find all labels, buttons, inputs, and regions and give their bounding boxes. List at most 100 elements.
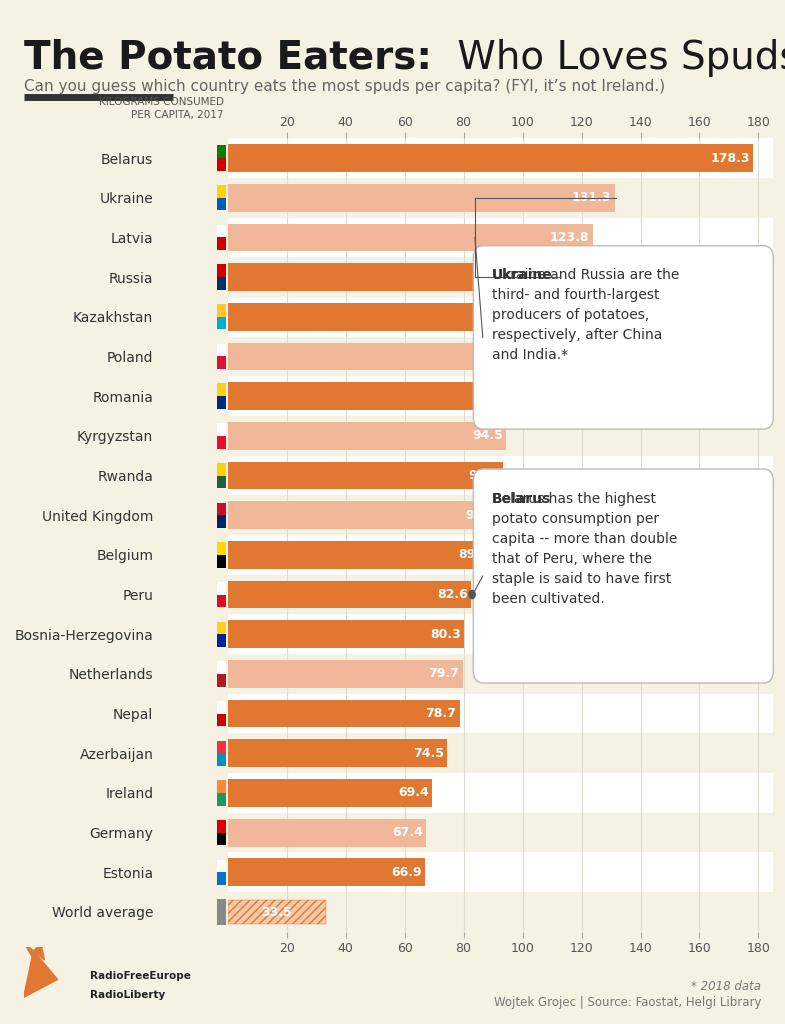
Bar (217, 859, 226, 885)
Bar (217, 740, 226, 766)
Bar (228, 382, 519, 410)
Text: 79.7: 79.7 (429, 668, 459, 680)
Bar (217, 145, 226, 158)
Bar (228, 535, 773, 574)
Bar (228, 223, 593, 251)
Bar (228, 621, 465, 648)
Bar (217, 780, 226, 793)
Bar (228, 813, 773, 852)
Bar (217, 780, 226, 806)
Bar (217, 264, 226, 278)
Text: 101.7: 101.7 (484, 350, 524, 362)
Bar (217, 383, 226, 409)
Text: KILOGRAMS CONSUMED
PER CAPITA, 2017: KILOGRAMS CONSUMED PER CAPITA, 2017 (99, 96, 224, 120)
Bar (228, 263, 558, 291)
Bar (217, 344, 226, 370)
Text: 94.5: 94.5 (472, 429, 503, 442)
Bar (217, 224, 226, 250)
Bar (228, 779, 433, 807)
Bar (217, 542, 226, 567)
Bar (228, 892, 773, 932)
Bar (217, 899, 226, 912)
Text: 67.4: 67.4 (392, 826, 423, 839)
Text: 93.4: 93.4 (469, 469, 499, 482)
Bar (217, 463, 226, 475)
Bar (228, 733, 773, 773)
Text: * 2018 data: * 2018 data (692, 980, 761, 993)
Bar (217, 503, 226, 515)
Bar (228, 343, 528, 371)
Text: 80.3: 80.3 (430, 628, 461, 641)
Bar (228, 297, 773, 337)
Bar (217, 264, 226, 290)
Bar (228, 614, 773, 654)
Bar (217, 700, 226, 714)
Text: 74.5: 74.5 (413, 746, 444, 760)
Bar (228, 462, 503, 489)
Bar (217, 622, 226, 647)
Text: 103: 103 (502, 310, 528, 324)
Polygon shape (34, 944, 45, 961)
Bar (228, 217, 773, 257)
Bar (217, 662, 226, 674)
Bar (228, 660, 462, 688)
Text: RadioFreeEurope: RadioFreeEurope (90, 971, 192, 981)
Bar (228, 654, 773, 694)
Bar (228, 337, 773, 376)
Text: Can you guess which country eats the most spuds per capita? (FYI, it’s not Irela: Can you guess which country eats the mos… (24, 79, 665, 94)
Bar (228, 773, 773, 813)
Bar (228, 376, 773, 416)
Bar (228, 819, 426, 847)
Bar (217, 463, 226, 488)
Text: Belarus has the highest
potato consumption per
capita -- more than double
that o: Belarus has the highest potato consumpti… (492, 492, 677, 606)
Text: 178.3: 178.3 (710, 152, 750, 165)
Bar (217, 740, 226, 754)
Text: 131.3: 131.3 (571, 191, 612, 204)
Text: Who Loves Spuds The Most?: Who Loves Spuds The Most? (445, 39, 785, 77)
Bar (217, 423, 226, 436)
Bar (228, 257, 773, 297)
Bar (217, 542, 226, 555)
Bar (217, 662, 226, 687)
Bar (217, 899, 226, 925)
Bar (217, 582, 226, 595)
Bar (217, 859, 226, 872)
Bar (228, 416, 773, 456)
Bar (228, 581, 471, 608)
Text: 82.6: 82.6 (437, 588, 468, 601)
Bar (228, 574, 773, 614)
Polygon shape (24, 944, 35, 963)
Text: RadioLiberty: RadioLiberty (90, 990, 166, 1000)
Bar (217, 622, 226, 634)
Text: Wojtek Grojec | Source: Faostat, Helgi Library: Wojtek Grojec | Source: Faostat, Helgi L… (494, 995, 761, 1009)
Bar (217, 820, 226, 846)
Text: 69.4: 69.4 (398, 786, 429, 800)
Bar (217, 224, 226, 238)
Bar (217, 503, 226, 528)
Text: 98.7: 98.7 (484, 390, 515, 402)
Bar (228, 858, 425, 886)
Bar (228, 541, 492, 568)
Bar (228, 496, 773, 535)
Bar (228, 502, 500, 529)
Text: Ukraine and Russia are the
third- and fourth-largest
producers of potatoes,
resp: Ukraine and Russia are the third- and fo… (492, 268, 680, 362)
Bar (217, 820, 226, 833)
Bar (228, 138, 773, 178)
Bar (217, 700, 226, 726)
Text: Belarus: Belarus (492, 492, 551, 506)
Text: 66.9: 66.9 (391, 866, 422, 879)
Bar (217, 185, 226, 198)
Bar (228, 694, 773, 733)
Bar (217, 582, 226, 607)
Bar (228, 900, 327, 924)
Bar (228, 699, 460, 727)
Bar (228, 456, 773, 496)
Bar (228, 144, 754, 172)
Text: 123.8: 123.8 (550, 231, 590, 244)
Text: 112.1: 112.1 (515, 270, 555, 284)
Text: 92.3: 92.3 (466, 509, 496, 521)
Bar (228, 422, 506, 450)
Text: Ukraine: Ukraine (492, 268, 553, 283)
Bar (217, 304, 226, 316)
Bar (217, 304, 226, 330)
